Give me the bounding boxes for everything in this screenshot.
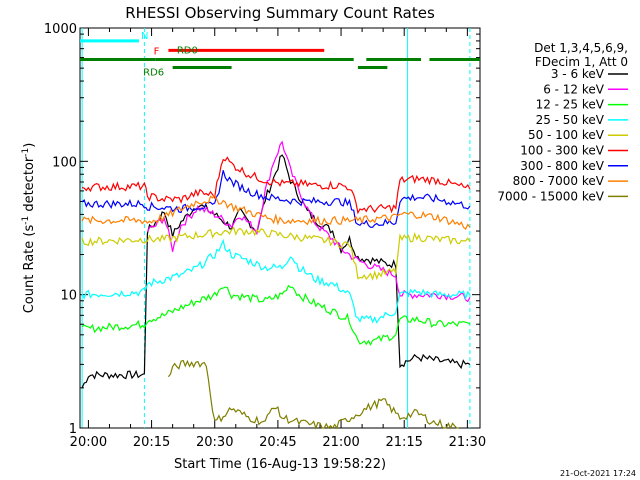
- x-tick-label: 21:30: [449, 435, 486, 450]
- flag-label: RD6: [143, 68, 164, 79]
- series-line: [81, 170, 471, 228]
- legend-entry-label: 800 - 7000 keV: [513, 174, 605, 188]
- legend-entry-label: 300 - 800 keV: [520, 159, 604, 173]
- legend-entry-label: 100 - 300 keV: [520, 144, 604, 158]
- series-line: [167, 359, 459, 430]
- series-line: [81, 284, 471, 346]
- legend-entry-label: 25 - 50 keV: [536, 113, 605, 127]
- plot-area: 1 10 100 1000 20:00 20:15 20:30 20:45 21:00 21:15…: [44, 22, 486, 450]
- flag-label: F: [154, 46, 160, 57]
- timestamp: 21-Oct-2021 17:24: [560, 469, 636, 478]
- flag-label: N: [141, 31, 148, 42]
- legend-entry-label: 6 - 12 keV: [543, 82, 605, 96]
- y-axis-label: Count Rate (s-1 detector-1): [21, 143, 37, 314]
- y-tick-label: 100: [52, 155, 77, 170]
- series-line: [81, 154, 471, 389]
- legend-header: Det 1,3,4,5,6,9,: [534, 41, 628, 55]
- legend-entry-label: 50 - 100 keV: [528, 128, 605, 142]
- y-tick-label: 10: [60, 289, 77, 304]
- series-line: [81, 238, 471, 324]
- legend: Det 1,3,4,5,6,9,FDecim 1, Att 03 - 6 keV…: [497, 41, 628, 203]
- legend-entry-label: 3 - 6 keV: [551, 67, 605, 81]
- x-tick-label: 20:15: [133, 435, 170, 450]
- flag-label: RD0: [177, 46, 198, 57]
- legend-header: FDecim 1, Att 0: [535, 55, 628, 69]
- x-tick-label: 20:45: [259, 435, 296, 450]
- y-tick-label: 1000: [44, 22, 77, 37]
- series-line: [81, 226, 471, 281]
- chart-title: RHESSI Observing Summary Count Rates: [125, 4, 435, 22]
- legend-entry-label: 12 - 25 keV: [536, 98, 605, 112]
- y-tick-label: 1: [69, 422, 77, 437]
- x-tick-label: 20:00: [70, 435, 107, 450]
- plot-frame: [79, 27, 481, 429]
- x-axis-label: Start Time (16-Aug-13 19:58:22): [174, 457, 386, 472]
- x-tick-label: 21:00: [322, 435, 359, 450]
- series-line: [81, 194, 471, 230]
- series-line: [81, 156, 471, 215]
- legend-entry-label: 7000 - 15000 keV: [497, 189, 604, 203]
- x-tick-label: 21:15: [385, 435, 422, 450]
- x-tick-label: 20:30: [196, 435, 233, 450]
